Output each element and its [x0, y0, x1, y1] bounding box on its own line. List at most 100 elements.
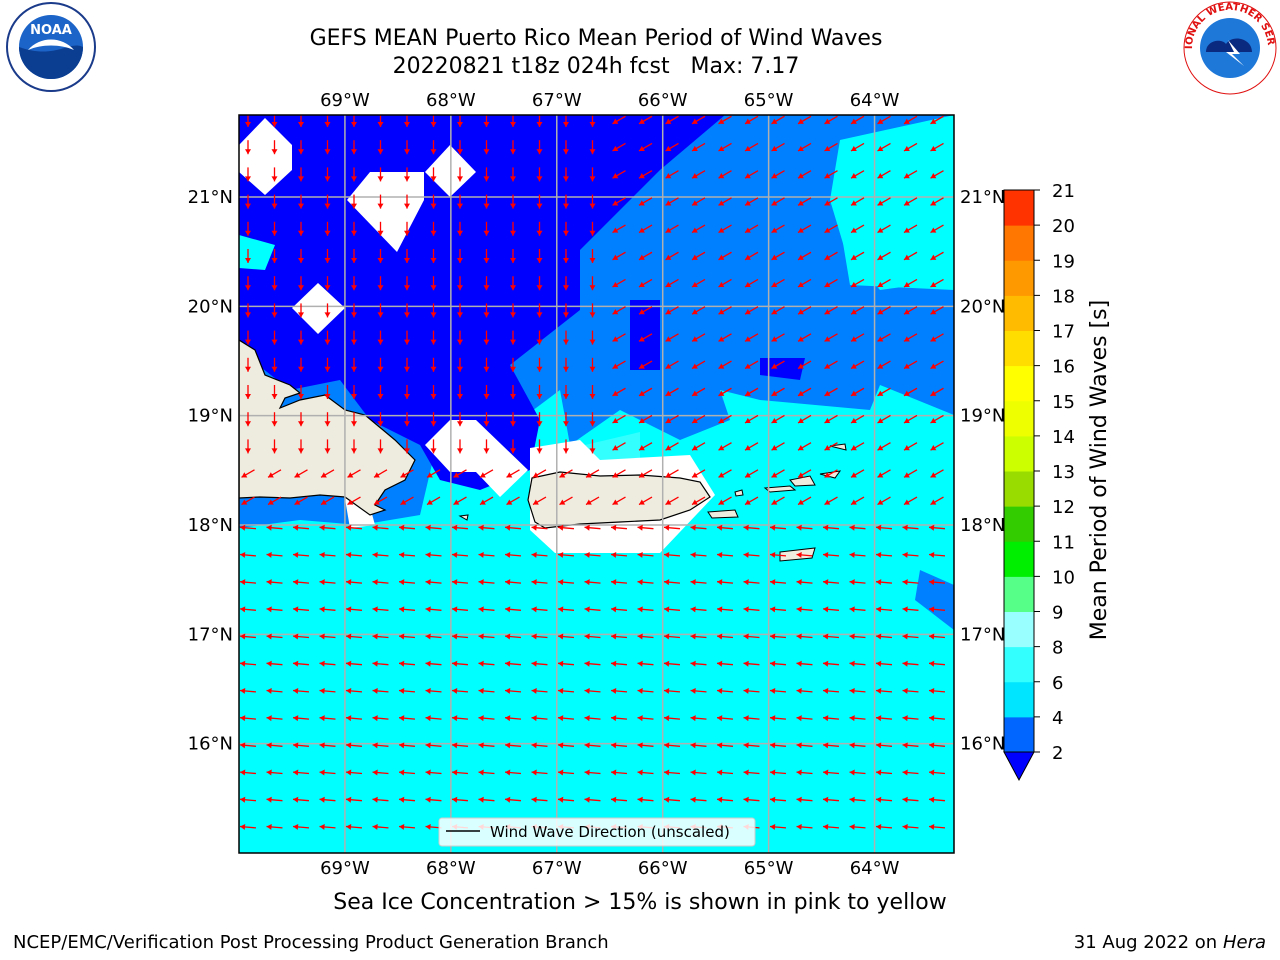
wave-direction-arrow [903, 360, 918, 370]
wave-direction-arrow [478, 796, 495, 803]
wave-direction-arrow [769, 715, 787, 722]
colorbar-tick-label: 15 [1052, 392, 1075, 413]
wave-direction-arrow [271, 439, 278, 454]
wave-direction-arrow [372, 524, 389, 531]
wave-direction-arrow [324, 167, 331, 182]
wave-direction-arrow [245, 330, 251, 345]
wave-direction-arrow [451, 633, 469, 640]
wave-direction-arrow [584, 715, 601, 722]
wave-direction-arrow [584, 551, 601, 558]
wave-direction-arrow [510, 140, 516, 155]
wave-direction-arrow [610, 769, 628, 776]
wave-direction-arrow [426, 469, 441, 478]
wave-direction-arrow [324, 330, 331, 345]
wave-direction-arrow [483, 412, 490, 427]
wave-direction-arrow [377, 167, 384, 182]
wave-direction-arrow [478, 579, 495, 586]
wave-direction-arrow [663, 524, 681, 531]
wave-direction-arrow [716, 715, 734, 722]
wave-direction-arrow [483, 385, 490, 399]
wave-direction-arrow [372, 551, 389, 558]
wave-direction-arrow [589, 357, 596, 372]
wave-direction-arrow [850, 360, 865, 370]
wave-direction-arrow [451, 524, 469, 531]
wave-direction-arrow [849, 524, 866, 531]
wave-direction-arrow [457, 412, 463, 427]
wave-direction-arrow [589, 276, 596, 291]
wave-direction-arrow [930, 251, 944, 261]
wave-direction-arrow [849, 606, 866, 613]
wave-direction-arrow [877, 469, 891, 478]
wave-direction-arrow [690, 524, 707, 531]
wave-direction-arrow [691, 197, 706, 206]
wave-direction-arrow [298, 385, 304, 399]
lon-tick-label: 68°W [426, 90, 476, 111]
wave-direction-arrow [902, 687, 919, 694]
wave-direction-arrow [824, 251, 838, 261]
wave-direction-arrow [319, 524, 336, 531]
wave-direction-arrow [453, 469, 467, 478]
wave-direction-arrow [744, 224, 759, 234]
wave-direction-arrow [743, 633, 760, 640]
wave-direction-arrow [510, 330, 516, 345]
wave-direction-arrow [796, 715, 813, 722]
wave-direction-arrow [744, 414, 759, 424]
wave-direction-arrow [536, 412, 543, 427]
wave-direction-arrow [638, 115, 653, 125]
wave-direction-arrow [504, 769, 522, 776]
wave-direction-arrow [404, 330, 410, 345]
wave-direction-arrow [351, 357, 357, 372]
wave-direction-arrow [504, 579, 522, 586]
wave-direction-arrow [557, 660, 575, 667]
wave-direction-arrow [824, 360, 838, 370]
wave-direction-arrow [319, 796, 336, 803]
wave-direction-arrow [324, 357, 331, 372]
wave-direction-arrow [638, 333, 653, 342]
wave-direction-arrow [298, 303, 304, 318]
wave-direction-arrow [345, 579, 363, 586]
wave-direction-arrow [400, 469, 414, 478]
wave-direction-arrow [797, 115, 812, 125]
wave-direction-arrow [665, 442, 679, 451]
wave-direction-arrow [324, 249, 331, 263]
lat-tick-label: 16°N [960, 734, 1005, 755]
wave-direction-arrow [400, 496, 414, 506]
wave-direction-arrow [483, 357, 490, 372]
wave-direction-arrow [404, 276, 410, 291]
wave-direction-arrow [504, 606, 522, 613]
wave-direction-arrow [877, 278, 891, 288]
wave-direction-arrow [744, 333, 759, 342]
wave-direction-arrow [771, 414, 785, 424]
wave-direction-arrow [377, 221, 384, 236]
wave-direction-arrow [743, 742, 760, 749]
wave-direction-arrow [663, 606, 681, 613]
wave-direction-arrow [345, 687, 363, 694]
wave-direction-arrow [824, 469, 838, 478]
wave-direction-arrow [292, 715, 310, 722]
wave-direction-arrow [319, 660, 336, 667]
wave-direction-arrow [663, 796, 681, 803]
wave-direction-arrow [584, 579, 601, 586]
wave-direction-arrow [479, 469, 494, 478]
wave-direction-arrow [822, 742, 840, 749]
wave-direction-arrow [536, 249, 543, 263]
wave-direction-arrow [691, 142, 706, 152]
wave-direction-arrow [266, 606, 283, 613]
wave-direction-arrow [610, 687, 628, 694]
wave-direction-arrow [510, 439, 516, 454]
wave-direction-arrow [266, 524, 283, 531]
wave-direction-arrow [796, 687, 813, 694]
wave-direction-arrow [797, 278, 812, 288]
lat-tick-label: 19°N [960, 406, 1005, 427]
colorbar-bin [1004, 365, 1034, 402]
wave-direction-arrow [743, 769, 760, 776]
wave-direction-arrow [850, 469, 865, 478]
wave-direction-arrow [771, 197, 785, 206]
wave-direction-arrow [351, 249, 357, 263]
wave-direction-arrow [557, 551, 575, 558]
wave-direction-arrow [345, 796, 363, 803]
wave-direction-arrow [531, 579, 548, 586]
colorbar-bin [1004, 225, 1034, 261]
colorbar: 2 4 6 8 9 10 11 12 13 14 15 16 17 18 19 20 21 [1003, 181, 1075, 782]
wave-direction-arrow [292, 742, 310, 749]
